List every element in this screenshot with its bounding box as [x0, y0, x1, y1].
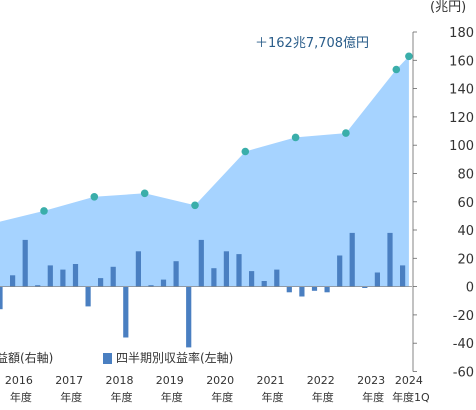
- x-label-suffix: 年度1Q: [392, 390, 430, 404]
- bar-13: [160, 279, 167, 287]
- bar-22: [274, 269, 280, 287]
- area-marker-7: [342, 129, 350, 137]
- bar-19: [236, 254, 242, 287]
- area-marker-4: [191, 201, 199, 210]
- y-tick-label: 180: [449, 26, 474, 41]
- x-axis-labels: 2016 年度 2017 年度 2018 年度 2019 年度 2020 年度 2021 年度 2022…: [5, 374, 430, 404]
- bar-layer: [0, 232, 412, 348]
- legend-label-bar: 四半期別収益率(左軸): [116, 350, 233, 365]
- bar-15: [186, 286, 192, 348]
- x-label-suffix: 年度: [262, 390, 284, 404]
- x-label-year: 2022: [307, 374, 335, 387]
- x-label-year: 2019: [156, 374, 184, 387]
- area-marker-2: [90, 193, 99, 201]
- bar-18: [223, 251, 229, 287]
- bar-17: [211, 268, 217, 287]
- area-fill: [0, 56, 409, 287]
- y-tick-label: 160: [449, 54, 474, 69]
- bar-31: [387, 232, 393, 287]
- bar-3: [35, 285, 41, 287]
- legend-swatch-bar: [103, 353, 112, 364]
- area-marker-9: [405, 52, 413, 61]
- x-label-suffix: 年度: [362, 390, 384, 404]
- y-tick-label: 120: [449, 111, 474, 126]
- area-marker-6: [291, 133, 300, 142]
- bar-26: [324, 286, 330, 293]
- bar-30: [374, 272, 380, 287]
- bar-0: [0, 286, 3, 310]
- y-tick-label: 0: [466, 281, 474, 296]
- y-tick-label: 40: [457, 224, 474, 239]
- y-tick-label: -40: [453, 337, 474, 352]
- bar-16: [198, 239, 204, 287]
- bar-10: [123, 286, 129, 338]
- area-marker-3: [140, 189, 149, 198]
- bar-2: [22, 239, 28, 287]
- bar-27: [337, 255, 343, 287]
- x-label-year: 2018: [106, 374, 134, 387]
- bar-23: [286, 286, 292, 293]
- x-label-suffix: 年度: [60, 390, 82, 404]
- x-label-year: 2020: [206, 374, 234, 387]
- x-label-suffix: 年度: [211, 390, 233, 404]
- bar-8: [98, 278, 104, 287]
- bar-24: [299, 286, 305, 297]
- x-label-suffix: 年度: [111, 390, 133, 404]
- bar-32: [400, 265, 406, 287]
- y-tick-label: 140: [449, 83, 474, 98]
- x-label-suffix: 年度: [10, 390, 32, 404]
- y-tick-label: 100: [449, 139, 474, 154]
- x-label-year: 2017: [55, 374, 83, 387]
- bar-12: [148, 285, 154, 287]
- bar-25: [311, 286, 318, 291]
- bar-9: [110, 266, 116, 287]
- y-axis-unit: (兆円): [430, 0, 466, 15]
- bar-6: [72, 264, 79, 287]
- y-axis-ticks: -60 -40 -20 0 20 40 60 80 100 120 140 160 180: [412, 26, 474, 381]
- area-marker-1: [40, 207, 48, 215]
- area-layer: [0, 56, 409, 287]
- y-tick-label: 80: [457, 168, 474, 183]
- area-marker-5: [241, 147, 250, 156]
- y-tick-label: 60: [457, 196, 474, 211]
- y-tick-label: -60: [453, 366, 474, 381]
- x-label-suffix: 年度: [161, 390, 183, 404]
- bar-20: [249, 271, 255, 287]
- marker-layer: [40, 52, 413, 215]
- bar-5: [60, 269, 66, 287]
- x-label-year: 2023: [357, 374, 385, 387]
- bar-1: [10, 275, 16, 287]
- bar-29: [362, 286, 368, 288]
- bar-14: [173, 261, 179, 287]
- legend: 益額(右軸) 四半期別収益率(左軸): [0, 350, 233, 365]
- bar-28: [349, 232, 355, 287]
- legend-label-area: 益額(右軸): [0, 350, 53, 365]
- y-tick-label: -20: [453, 309, 474, 324]
- y-tick-label: 20: [457, 252, 474, 267]
- bar-4: [47, 265, 53, 287]
- bar-11: [135, 251, 141, 287]
- x-label-year: 2016: [5, 374, 33, 387]
- x-label-year: 2024: [395, 374, 423, 387]
- x-label-suffix: 年度: [312, 390, 334, 404]
- area-marker-8: [392, 65, 401, 74]
- chart-annotation: ＋162兆7,708億円: [255, 35, 369, 51]
- bar-21: [261, 281, 267, 287]
- bar-7: [85, 286, 91, 307]
- x-label-year: 2021: [257, 374, 285, 387]
